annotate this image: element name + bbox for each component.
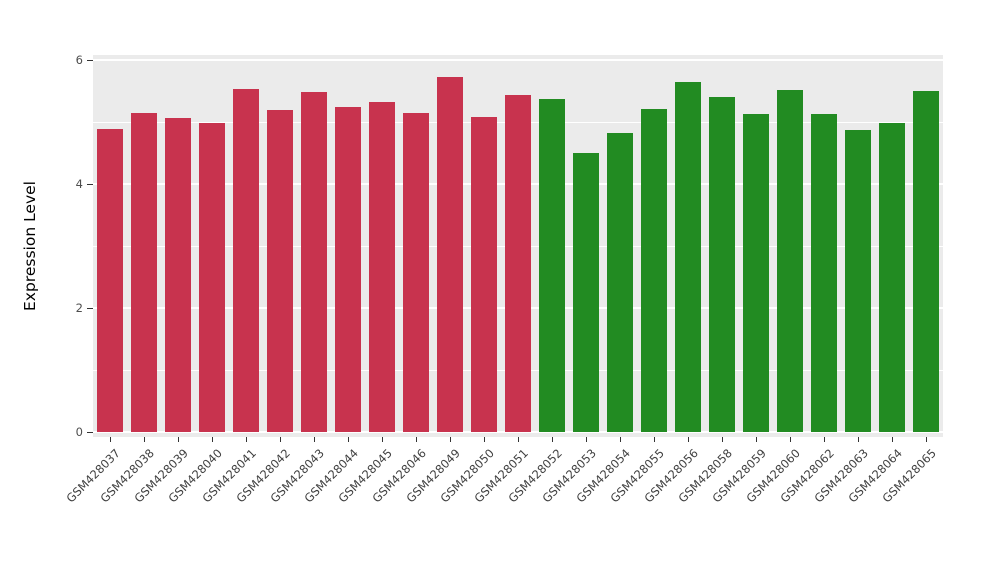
x-axis-tick [211,437,213,442]
bar-slot [739,55,773,437]
bar-slot [909,55,943,437]
bar [199,123,225,432]
bar [811,113,837,432]
x-axis-tick [415,437,417,442]
bar-slot [603,55,637,437]
x-axis-tick [313,437,315,442]
y-tick-label: 4 [75,177,83,191]
x-axis-tick [687,437,689,442]
bar-slot [365,55,399,437]
bar-slot [263,55,297,437]
bar-slot [195,55,229,437]
y-axis-title: Expression Level [21,181,39,311]
gridline-major [93,59,943,61]
bar-slot [161,55,195,437]
bar-slot [841,55,875,437]
y-tick-label: 2 [75,301,83,315]
y-tick-label: 6 [75,53,83,67]
bar [845,130,871,432]
bar-slot [705,55,739,437]
x-axis-tick [653,437,655,442]
bar-slot [127,55,161,437]
bar-slot [467,55,501,437]
bar [709,97,735,432]
bar [369,102,395,432]
bar [913,91,939,432]
bar [641,108,667,432]
bar-slot [433,55,467,437]
x-axis-tick [517,437,519,442]
bar [777,90,803,432]
bar [97,129,123,432]
bar [607,132,633,432]
x-axis-tick [619,437,621,442]
bar [233,89,259,432]
bar-slot [93,55,127,437]
plot-panel [93,55,943,437]
bar [131,112,157,432]
bar [505,94,531,432]
x-axis-tick [381,437,383,442]
bar-slot [569,55,603,437]
bar [743,113,769,432]
bar [675,81,701,432]
bars-container [93,55,943,437]
bar [879,122,905,432]
x-axis-tick [789,437,791,442]
bar [165,117,191,432]
x-axis-tick [347,437,349,442]
x-axis-tick [449,437,451,442]
bar-slot [535,55,569,437]
x-axis-tick [279,437,281,442]
bar-slot [501,55,535,437]
x-axis-tick [755,437,757,442]
bar [335,107,361,432]
x-axis-tick [177,437,179,442]
bar [267,109,293,432]
bar [301,92,327,432]
x-axis-tick [721,437,723,442]
x-axis-tick [245,437,247,442]
bar [403,113,429,432]
x-axis-tick [823,437,825,442]
bar-slot [297,55,331,437]
x-axis-tick [143,437,145,442]
x-axis-tick [585,437,587,442]
bar-slot [331,55,365,437]
bar [437,76,463,432]
x-axis-tick [857,437,859,442]
bar-slot [637,55,671,437]
bar-slot [399,55,433,437]
y-axis-tick [87,308,93,309]
bar-slot [229,55,263,437]
y-axis-tick [87,432,93,433]
bar-slot [773,55,807,437]
gridline-major [93,431,943,433]
bar [539,99,565,432]
bar-slot [807,55,841,437]
y-axis-tick [87,184,93,185]
x-axis-tick [109,437,111,442]
x-axis-tick [551,437,553,442]
bar [573,153,599,432]
y-tick-label: 0 [75,425,83,439]
bar-slot [671,55,705,437]
y-axis-tick [87,60,93,61]
bar-slot [875,55,909,437]
x-axis-tick [483,437,485,442]
x-axis-tick [891,437,893,442]
x-axis-tick [925,437,927,442]
bar [471,117,497,432]
